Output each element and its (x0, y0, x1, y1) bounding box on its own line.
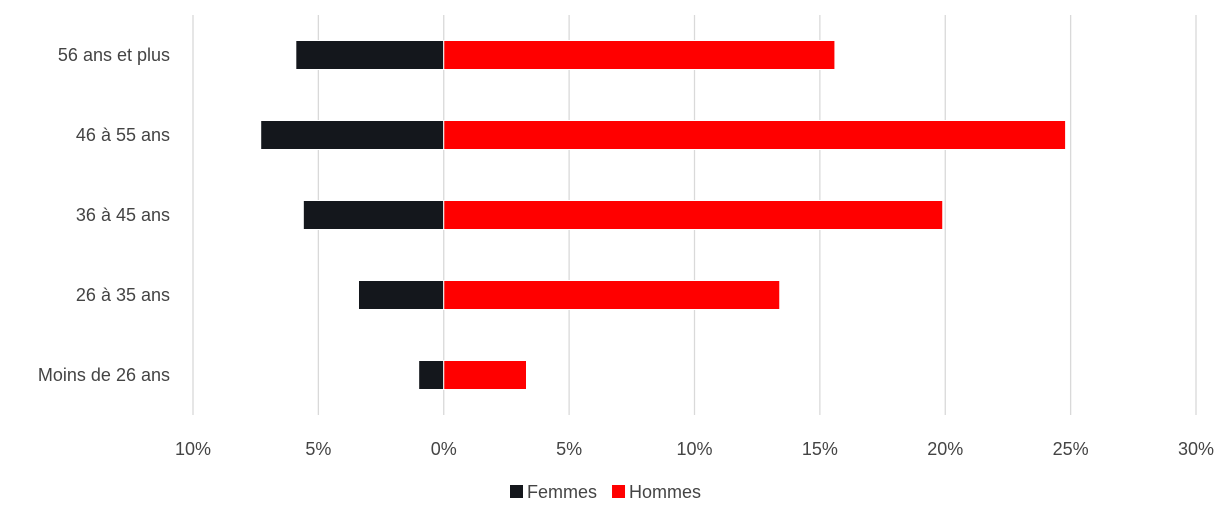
bar-femmes-0 (295, 40, 445, 70)
x-tick-label-0: 10% (175, 439, 211, 459)
category-labels: 56 ans et plus 46 à 55 ans 36 à 45 ans 26 à… (38, 45, 170, 385)
legend-swatch-hommes (612, 485, 626, 498)
bar-hommes-0 (443, 40, 836, 70)
category-label-1: 46 à 55 ans (76, 125, 170, 145)
category-label-2: 36 à 45 ans (76, 205, 170, 225)
legend-label-femmes: Femmes (527, 482, 597, 502)
bars (260, 40, 1067, 390)
x-tick-label-6: 20% (927, 439, 963, 459)
bar-hommes-4 (443, 360, 527, 390)
category-label-0: 56 ans et plus (58, 45, 170, 65)
x-tick-label-3: 5% (556, 439, 582, 459)
legend-swatch-femmes (510, 485, 523, 498)
bar-femmes-2 (302, 200, 445, 230)
category-label-4: Moins de 26 ans (38, 365, 170, 385)
bar-femmes-3 (357, 280, 445, 310)
bar-hommes-1 (443, 120, 1067, 150)
x-tick-label-5: 15% (802, 439, 838, 459)
x-tick-label-7: 25% (1053, 439, 1089, 459)
bar-femmes-1 (260, 120, 445, 150)
bar-hommes-3 (443, 280, 781, 310)
x-tick-label-2: 0% (431, 439, 457, 459)
category-label-3: 26 à 35 ans (76, 285, 170, 305)
x-axis-tick-labels: 10% 5% 0% 5% 10% 15% 20% 25% 30% (175, 439, 1214, 459)
legend-label-hommes: Hommes (629, 482, 701, 502)
legend: Femmes Hommes (510, 482, 701, 502)
bar-femmes-4 (418, 360, 445, 390)
x-tick-label-4: 10% (676, 439, 712, 459)
x-tick-label-8: 30% (1178, 439, 1214, 459)
bar-hommes-2 (443, 200, 944, 230)
x-tick-label-1: 5% (305, 439, 331, 459)
